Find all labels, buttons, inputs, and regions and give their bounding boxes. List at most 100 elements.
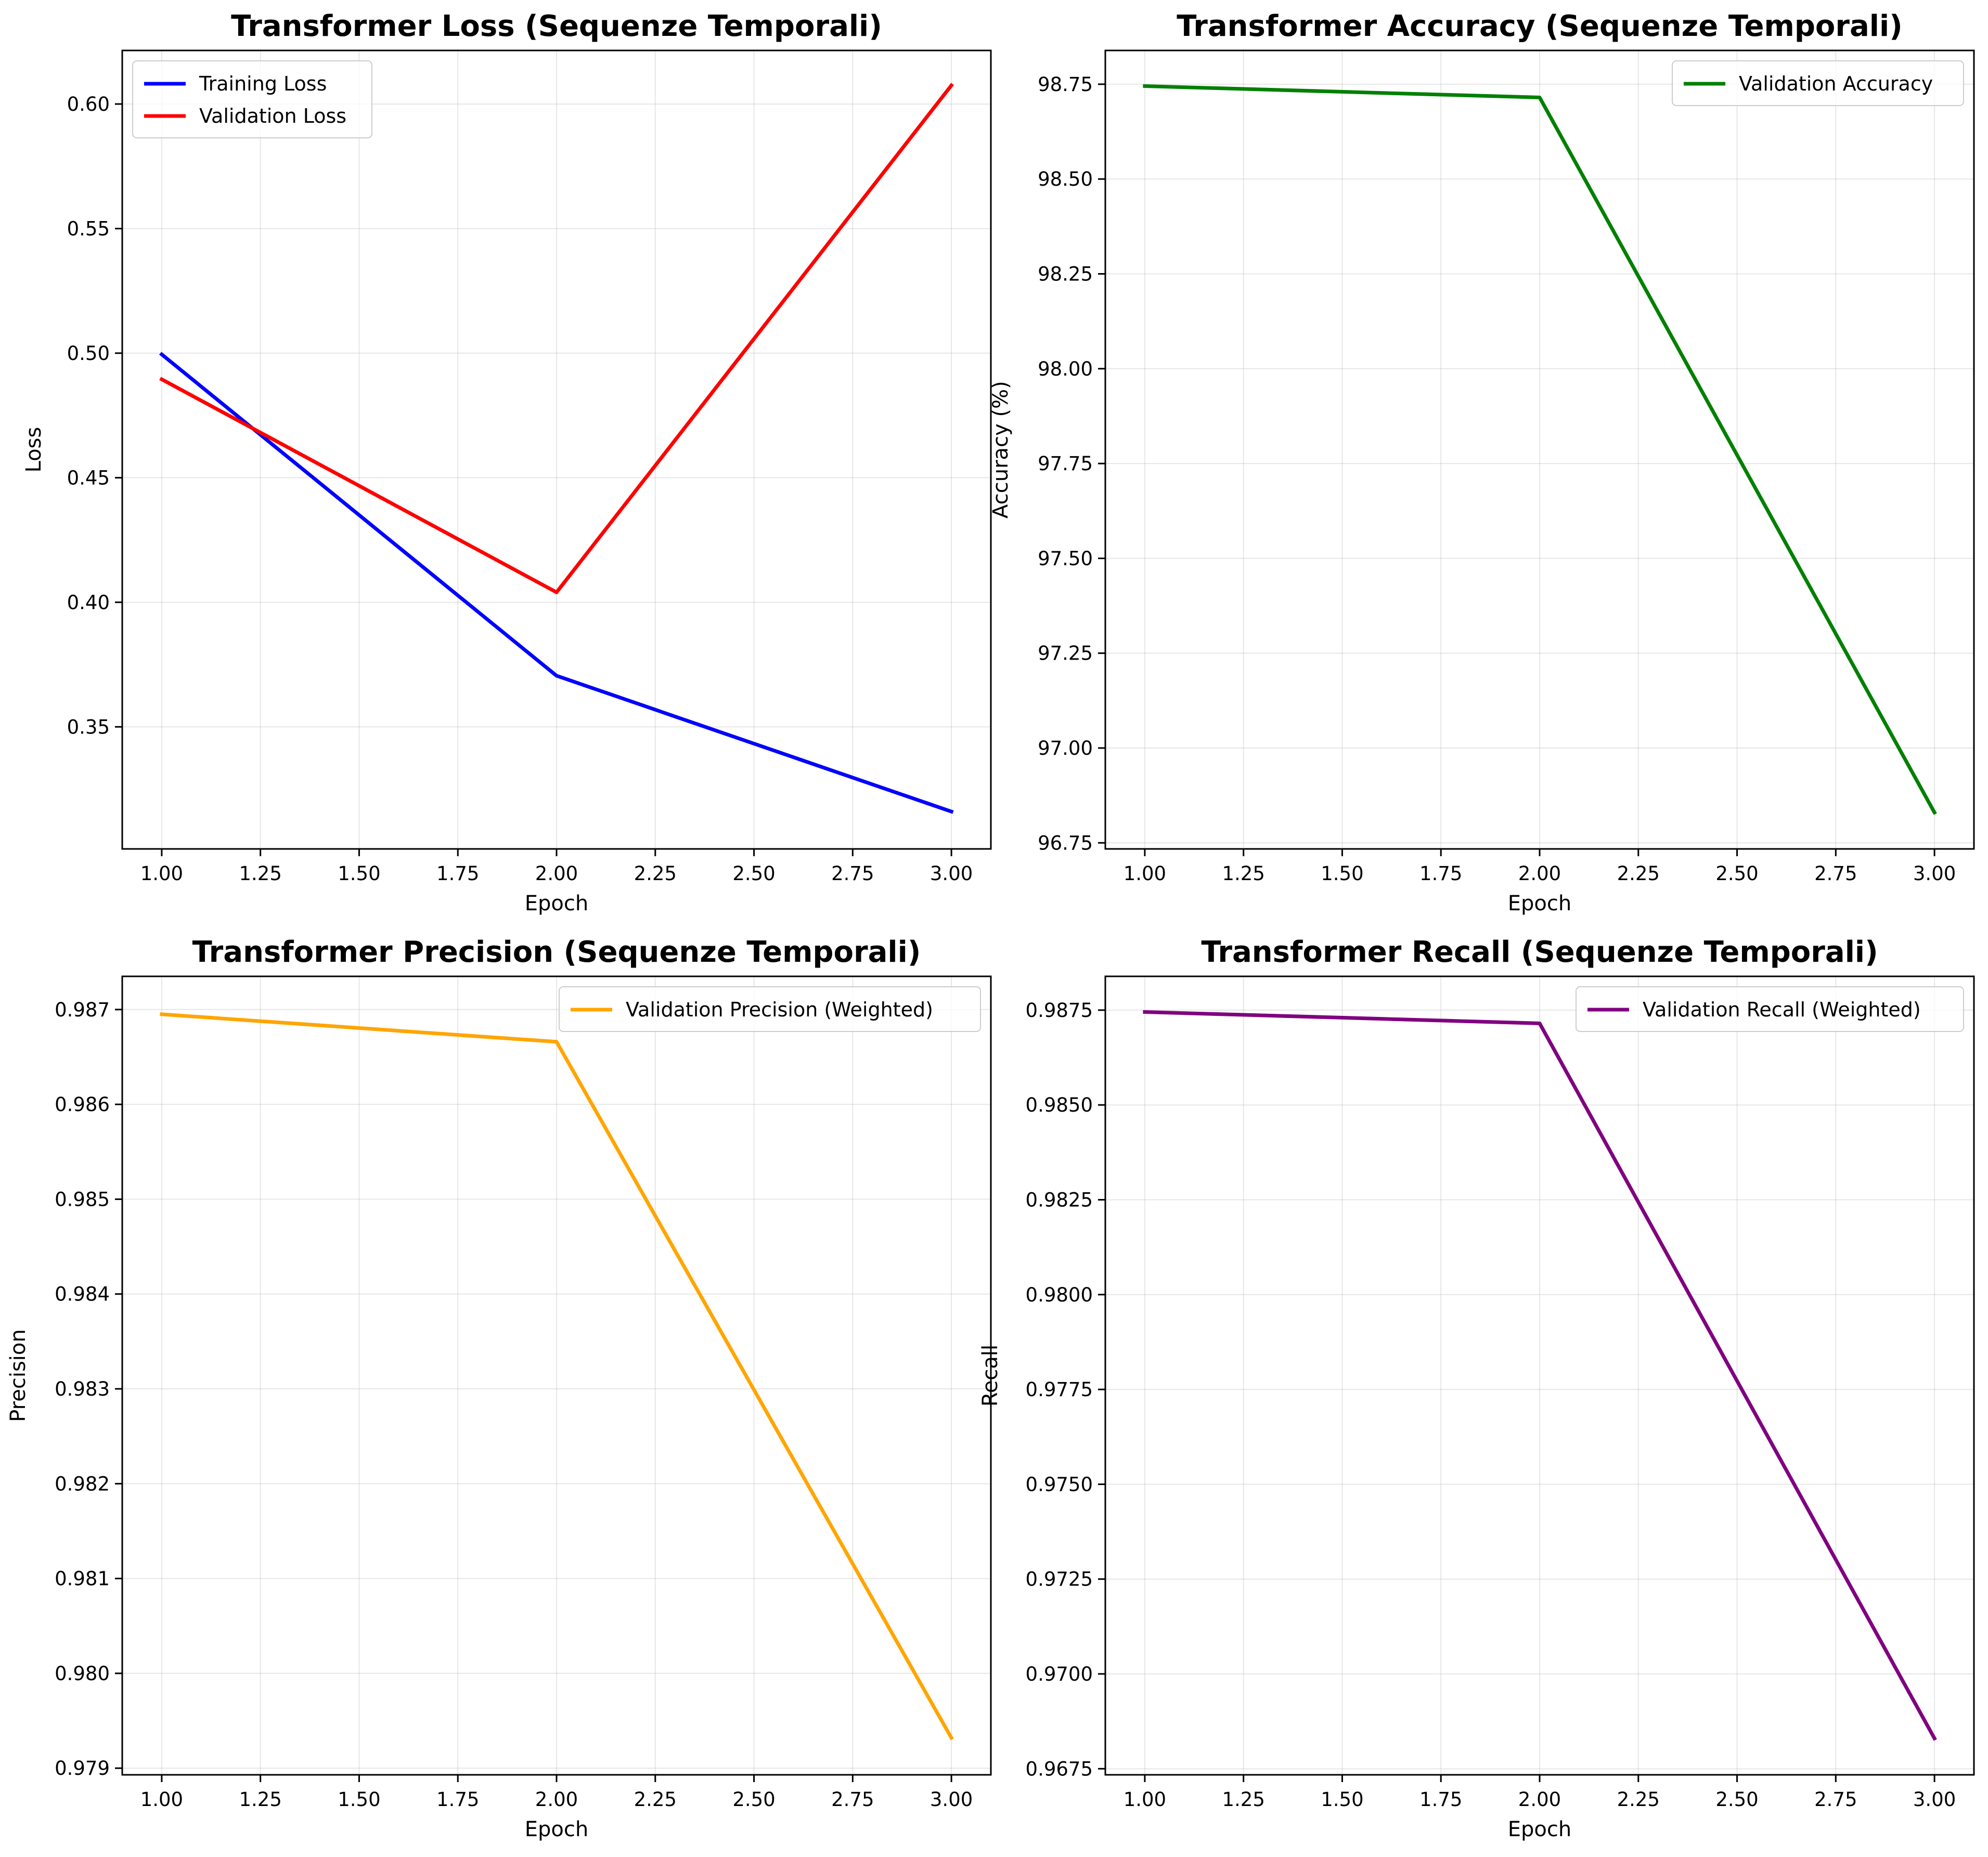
x-axis-label: Epoch xyxy=(1508,892,1571,915)
panel-3: 1.00 1.25 1.50 1.75 2.00 2.25 2.50 2.75 3.00 0.97… xyxy=(6,935,992,1841)
x-tick-label: 2.75 xyxy=(831,862,874,885)
y-axis-label: Recall xyxy=(978,1345,1002,1407)
x-tick-label: 2.25 xyxy=(634,862,677,885)
y-tick-label: 97.00 xyxy=(1038,737,1093,759)
x-tick-label: 3.00 xyxy=(1913,1788,1956,1811)
x-tick-label: 3.00 xyxy=(930,1788,973,1811)
y-tick-label: 0.980 xyxy=(55,1662,110,1685)
chart-title: Transformer Recall (Sequenze Temporali) xyxy=(1201,935,1878,969)
y-tick-label: 97.25 xyxy=(1038,642,1093,665)
y-tick-label: 0.9850 xyxy=(1026,1094,1093,1116)
x-tick-label: 1.75 xyxy=(436,862,479,885)
x-tick-label: 2.75 xyxy=(1814,862,1857,885)
legend-label: Validation Precision (Weighted) xyxy=(626,998,933,1021)
x-tick-label: 2.00 xyxy=(535,1788,578,1811)
x-tick-label: 1.50 xyxy=(338,1788,380,1811)
x-tick-label: 1.75 xyxy=(1419,1788,1462,1811)
legend-box xyxy=(132,60,372,138)
y-tick-label: 0.9700 xyxy=(1026,1663,1093,1685)
x-tick-label: 2.75 xyxy=(831,1788,874,1811)
y-tick-label: 98.00 xyxy=(1038,358,1093,380)
y-axis-label: Precision xyxy=(6,1329,30,1422)
legend-label: Validation Recall (Weighted) xyxy=(1643,998,1921,1021)
legend-label: Training Loss xyxy=(199,72,327,95)
x-tick-label: 1.00 xyxy=(1124,862,1166,885)
x-axis-label: Epoch xyxy=(525,892,588,915)
x-axis-label: Epoch xyxy=(1508,1817,1571,1841)
chart-title: Transformer Accuracy (Sequenze Temporali… xyxy=(1177,9,1903,43)
x-tick-label: 1.50 xyxy=(1321,1788,1363,1811)
y-tick-label: 97.75 xyxy=(1038,453,1093,475)
y-tick-label: 0.979 xyxy=(55,1757,110,1779)
x-tick-label: 2.50 xyxy=(1715,1788,1758,1811)
panel-1: 1.00 1.25 1.50 1.75 2.00 2.25 2.50 2.75 3.00 0.35… xyxy=(22,9,992,915)
y-axis-label: Accuracy (%) xyxy=(989,381,1013,519)
series-line-1 xyxy=(160,1012,954,1740)
x-tick-label: 1.75 xyxy=(436,1788,479,1811)
y-tick-label: 0.981 xyxy=(55,1568,110,1590)
y-tick-label: 0.9750 xyxy=(1026,1473,1093,1495)
y-tick-label: 0.9775 xyxy=(1026,1378,1093,1401)
y-tick-label: 98.75 xyxy=(1038,73,1093,96)
x-tick-label: 1.50 xyxy=(1321,862,1363,885)
x-tick-label: 2.50 xyxy=(1715,862,1758,885)
x-tick-label: 2.25 xyxy=(1617,1788,1660,1811)
series-line-2 xyxy=(159,83,954,595)
y-tick-label: 0.9725 xyxy=(1026,1568,1093,1591)
x-tick-label: 2.50 xyxy=(732,862,775,885)
y-tick-label: 0.35 xyxy=(67,716,110,738)
y-tick-label: 0.55 xyxy=(67,217,110,240)
y-tick-label: 0.987 xyxy=(55,999,110,1021)
y-tick-label: 0.9800 xyxy=(1026,1284,1093,1306)
panel-4: 1.00 1.25 1.50 1.75 2.00 2.25 2.50 2.75 3.00 0.96… xyxy=(978,935,1975,1841)
x-tick-label: 3.00 xyxy=(930,862,973,885)
x-tick-label: 3.00 xyxy=(1913,862,1956,885)
x-tick-label: 1.25 xyxy=(1222,862,1264,885)
legend-label: Validation Loss xyxy=(199,105,346,127)
y-tick-label: 0.60 xyxy=(67,93,110,115)
y-tick-label: 0.9875 xyxy=(1026,999,1093,1022)
y-tick-label: 0.9675 xyxy=(1026,1758,1093,1780)
y-tick-label: 0.985 xyxy=(55,1188,110,1210)
x-tick-label: 1.00 xyxy=(140,1788,183,1811)
x-tick-label: 1.25 xyxy=(239,1788,281,1811)
x-tick-label: 2.25 xyxy=(634,1788,677,1811)
y-tick-label: 0.9825 xyxy=(1026,1189,1093,1211)
x-axis-label: Epoch xyxy=(525,1817,588,1841)
legend: Training Loss Validation Loss xyxy=(132,60,372,138)
x-tick-label: 2.75 xyxy=(1814,1788,1857,1811)
chart-title: Transformer Loss (Sequenze Temporali) xyxy=(231,9,882,43)
series-line-1 xyxy=(159,352,954,814)
legend-box xyxy=(1672,60,1964,106)
series-line-1 xyxy=(1143,1010,1937,1741)
legend-box xyxy=(559,986,981,1032)
y-tick-label: 0.984 xyxy=(55,1283,110,1306)
x-tick-label: 1.50 xyxy=(338,862,380,885)
x-tick-label: 2.00 xyxy=(1518,1788,1561,1811)
panel-2: 1.00 1.25 1.50 1.75 2.00 2.25 2.50 2.75 3.00 96.7… xyxy=(989,9,1975,915)
legend-box xyxy=(1576,986,1964,1032)
x-tick-label: 2.00 xyxy=(535,862,578,885)
y-tick-label: 96.75 xyxy=(1038,832,1093,854)
x-tick-label: 2.00 xyxy=(1518,862,1561,885)
y-tick-label: 0.983 xyxy=(55,1378,110,1400)
x-tick-label: 2.50 xyxy=(732,1788,775,1811)
y-tick-label: 98.50 xyxy=(1038,168,1093,190)
legend: Validation Recall (Weighted) xyxy=(1576,986,1964,1032)
y-tick-label: 0.50 xyxy=(67,342,110,365)
legend: Validation Precision (Weighted) xyxy=(559,986,981,1032)
y-tick-label: 97.50 xyxy=(1038,547,1093,570)
x-tick-label: 1.25 xyxy=(239,862,281,885)
x-tick-label: 1.75 xyxy=(1419,862,1462,885)
chart-title: Transformer Precision (Sequenze Temporal… xyxy=(192,935,921,969)
x-tick-label: 1.00 xyxy=(1124,1788,1166,1811)
series-line-1 xyxy=(1143,84,1937,815)
x-tick-label: 2.25 xyxy=(1617,862,1660,885)
legend: Validation Accuracy xyxy=(1672,60,1964,106)
legend-label: Validation Accuracy xyxy=(1739,72,1933,95)
y-tick-label: 0.986 xyxy=(55,1093,110,1116)
x-tick-label: 1.25 xyxy=(1222,1788,1264,1811)
x-tick-label: 1.00 xyxy=(140,862,183,885)
y-tick-label: 0.45 xyxy=(67,467,110,489)
